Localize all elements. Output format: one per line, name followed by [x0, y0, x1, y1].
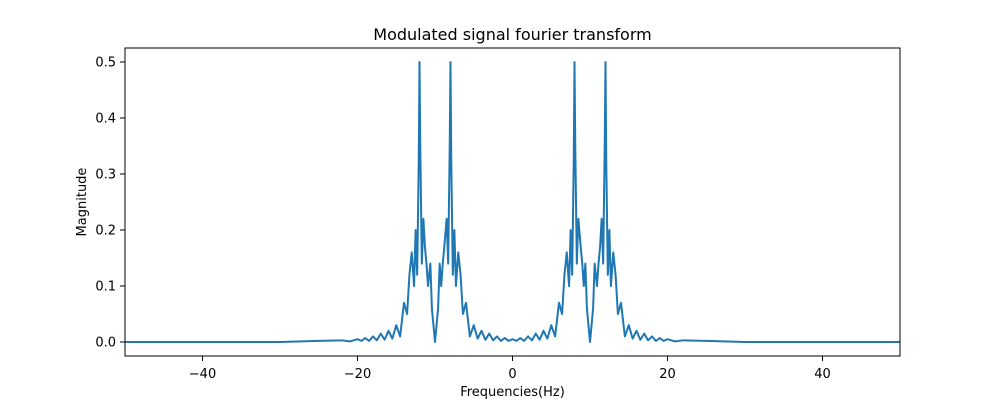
chart-title: Modulated signal fourier transform: [373, 25, 651, 44]
y-tick-label: 0.0: [95, 336, 116, 351]
y-axis-label: Magnitude: [75, 168, 90, 237]
y-tick-label: 0.5: [95, 56, 116, 71]
y-axis-ticks: 0.0 0.1 0.2 0.3 0.4 0.5: [95, 56, 125, 351]
y-tick-label: 0.2: [95, 224, 116, 239]
y-tick-label: 0.4: [95, 112, 116, 127]
series-line-0: [125, 61, 900, 343]
x-tick-label: 40: [814, 367, 831, 382]
x-tick-label: −40: [189, 367, 216, 382]
series-layer: [125, 61, 900, 343]
x-tick-label: −20: [344, 367, 371, 382]
y-tick-label: 0.1: [95, 280, 116, 295]
y-tick-label: 0.3: [95, 168, 116, 183]
x-tick-label: 20: [659, 367, 676, 382]
x-axis-label: Frequencies(Hz): [460, 385, 565, 400]
x-tick-label: 0: [508, 367, 516, 382]
x-axis-ticks: −40 −20 0 20 40: [189, 356, 831, 382]
